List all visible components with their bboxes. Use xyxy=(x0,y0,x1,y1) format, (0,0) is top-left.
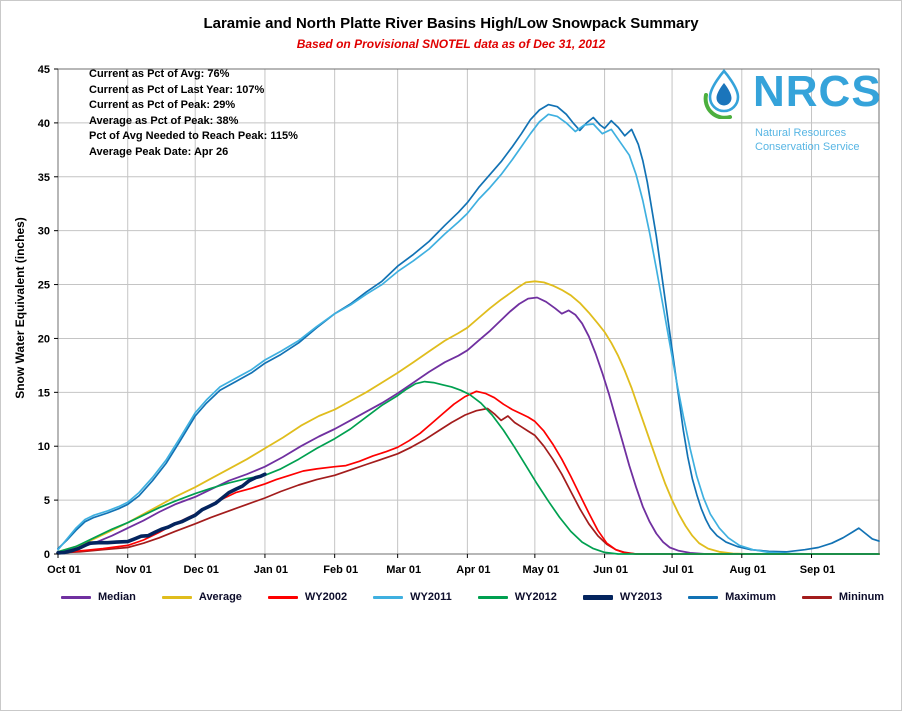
page-title: Laramie and North Platte River Basins Hi… xyxy=(203,15,699,32)
x-tick-label: Jun 01 xyxy=(593,564,628,576)
x-tick-label: Sep 01 xyxy=(800,564,835,576)
y-tick-label: 20 xyxy=(38,333,50,345)
series-line-average xyxy=(57,280,880,555)
chart-canvas: 0 5 10 15 20 25 30 35 40 45 Oct 01 Nov 01 Dec 01 Jan … xyxy=(38,64,880,576)
nrcs-logo: NRCS Natural Resources Conservation Serv… xyxy=(701,69,891,159)
y-tick-label: 0 xyxy=(44,549,50,561)
y-tick-label: 25 xyxy=(38,280,50,292)
legend-swatch-median xyxy=(61,595,91,599)
x-tick-label: Feb 01 xyxy=(323,564,358,576)
x-tick-label: Oct 01 xyxy=(47,564,81,576)
legend-label: WY2002 xyxy=(304,591,348,603)
stat-line: Average Peak Date: Apr 26 xyxy=(89,145,229,158)
y-tick-label: 5 xyxy=(44,495,50,507)
x-tick-label: Nov 01 xyxy=(116,564,152,576)
x-tick-label: Mar 01 xyxy=(386,564,421,576)
legend-item-wy2013: WY2013 xyxy=(582,591,663,603)
legend-item-wy2011: WY2011 xyxy=(373,591,452,603)
legend-item-median: Median xyxy=(61,591,136,603)
legend-swatch-mininum xyxy=(801,595,832,599)
legend-label: WY2012 xyxy=(514,591,557,603)
y-tick-label: 45 xyxy=(38,64,50,76)
legend-item-maximum: Maximum xyxy=(688,591,776,603)
series-line-wy2011 xyxy=(57,113,880,555)
y-tick-label: 35 xyxy=(38,172,50,184)
y-tick-label: 15 xyxy=(38,387,50,399)
stat-line: Pct of Avg Needed to Reach Peak: 115% xyxy=(89,130,298,142)
y-tick-label: 40 xyxy=(38,118,50,130)
legend-swatch-wy2012 xyxy=(477,595,508,599)
series-line-wy2012 xyxy=(57,380,880,555)
legend-item-average: Average xyxy=(161,591,242,603)
legend-label: Maximum xyxy=(725,591,776,603)
y-tick-label: 10 xyxy=(38,441,50,453)
water-drop-icon xyxy=(701,69,747,124)
legend-swatch-wy2013 xyxy=(582,594,613,600)
chart-legend: Median Average WY2002 WY2011 WY2012 WY2013 Max… xyxy=(61,586,884,608)
series-line-median xyxy=(57,296,880,555)
legend-label: WY2011 xyxy=(410,591,452,603)
nrcs-logo-text: NRCS xyxy=(753,67,882,116)
x-tick-label: Apr 01 xyxy=(456,564,490,576)
y-tick-label: 30 xyxy=(38,226,50,238)
stats-box: Current as Pct of Avg: 76% Current as Pc… xyxy=(89,67,298,160)
x-tick-label: May 01 xyxy=(523,564,560,576)
series-line-wy2013 xyxy=(56,472,267,555)
nrcs-logo-subtext: Natural Resources Conservation Service xyxy=(755,127,860,153)
legend-label: Median xyxy=(98,591,136,603)
legend-item-wy2002: WY2002 xyxy=(267,591,348,603)
legend-swatch-wy2011 xyxy=(373,595,404,599)
legend-label: Mininum xyxy=(838,591,885,603)
legend-swatch-wy2002 xyxy=(267,595,298,599)
snowpack-chart: 0 5 10 15 20 25 30 35 40 45 Oct 01 Nov 01 Dec 01 Jan … xyxy=(1,56,901,586)
x-tick-label: Jul 01 xyxy=(662,564,693,576)
stat-line: Average as Pct of Peak: 38% xyxy=(89,114,239,127)
x-tick-label: Aug 01 xyxy=(729,564,766,576)
x-tick-label: Dec 01 xyxy=(183,564,218,576)
x-tick-label: Jan 01 xyxy=(254,564,288,576)
legend-item-mininum: Mininum xyxy=(801,591,885,603)
legend-swatch-average xyxy=(161,595,192,599)
stat-line: Current as Pct of Avg: 76% xyxy=(89,68,230,80)
stat-line: Current as Pct of Peak: 29% xyxy=(89,99,236,111)
legend-label: WY2013 xyxy=(619,591,663,603)
legend-label: Average xyxy=(198,591,242,603)
stat-line: Current as Pct of Last Year: 107% xyxy=(89,83,265,96)
series-line-mininum xyxy=(57,407,880,555)
page-subtitle: Based on Provisional SNOTEL data as of D… xyxy=(296,37,606,51)
legend-swatch-maximum xyxy=(688,595,719,599)
series-line-maximum xyxy=(57,103,880,553)
legend-item-wy2012: WY2012 xyxy=(477,591,557,603)
